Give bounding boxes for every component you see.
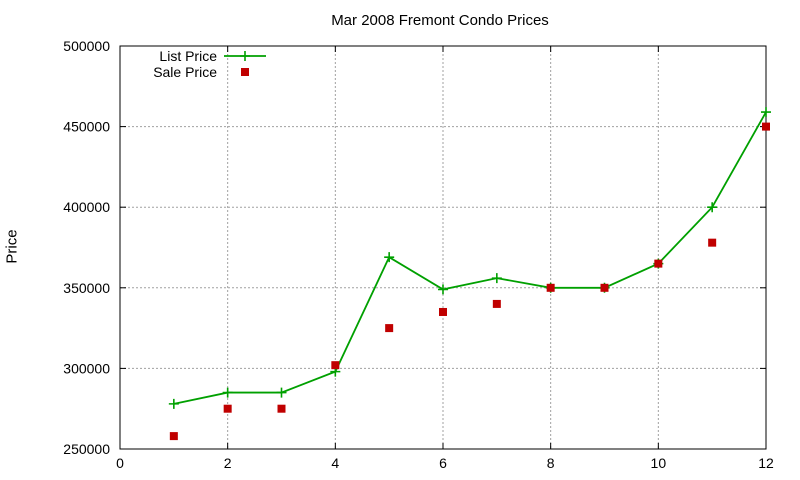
sale-price-point [385,324,394,333]
list-price-point [707,202,718,213]
y-tick-label: 300000 [63,360,110,376]
list-price-point [384,252,395,263]
list-price-point [168,398,179,409]
axis-ticks: 0 2 4 6 8 10 12 250000 300000 350000 400000 450000 5… [63,38,774,471]
sale-price-point [277,404,286,413]
sale-price-point [492,299,501,308]
sale-price-point [654,259,663,268]
y-tick-label: 500000 [63,38,110,54]
y-tick-label: 450000 [63,119,110,135]
x-tick-label: 4 [331,455,339,471]
x-tick-label: 10 [651,455,667,471]
x-tick-label: 0 [116,455,124,471]
grid-lines [120,46,766,449]
list-price-point [222,387,233,398]
sale-price-point [331,361,340,370]
x-tick-label: 8 [547,455,555,471]
sale-price-point [169,432,178,441]
sale-price-point [762,122,770,131]
series-group [168,107,771,441]
sale-price-point [223,404,232,413]
list-price-point [761,107,771,118]
sale-price-series [169,122,770,441]
x-tick-label: 2 [224,455,232,471]
y-tick-label: 400000 [63,199,110,215]
list-price-point [491,273,502,284]
legend-marker-list-price [240,51,250,61]
x-tick-label: 12 [758,455,774,471]
x-tick-label: 6 [439,455,447,471]
sale-price-point [546,283,555,292]
list-price-line [173,111,767,405]
y-tick-label: 250000 [63,441,110,457]
legend-label-list-price: List Price [159,48,217,64]
chart-title: Mar 2008 Fremont Condo Prices [331,12,549,29]
legend-label-sale-price: Sale Price [153,64,217,80]
sale-price-point [439,307,447,316]
sale-price-point [600,283,609,292]
list-price-point [276,387,287,398]
legend-marker-sale-price [241,68,249,76]
list-price-series [168,107,771,409]
sale-price-point [708,238,717,247]
y-tick-label: 350000 [63,280,110,296]
list-price-point [438,284,448,295]
